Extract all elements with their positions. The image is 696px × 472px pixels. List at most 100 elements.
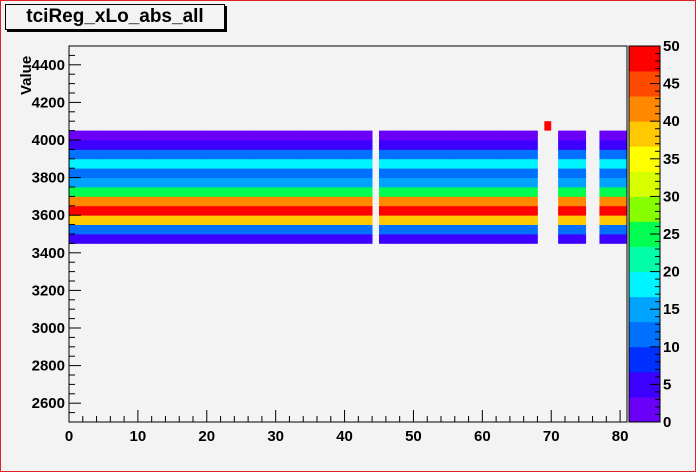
heatmap-cell <box>69 187 77 197</box>
heatmap-cell <box>110 205 118 216</box>
heatmap-cell <box>144 224 153 235</box>
x-tick-label: 50 <box>405 428 422 445</box>
heatmap-cell <box>268 177 277 188</box>
heatmap-cell <box>310 177 318 188</box>
heatmap-cell <box>172 205 180 216</box>
heatmap-cell <box>137 158 146 169</box>
heatmap-cell <box>406 130 414 141</box>
heatmap-cell <box>558 224 566 235</box>
heatmap-cell <box>413 158 421 169</box>
heatmap-cell <box>124 205 132 216</box>
heatmap-cell <box>165 177 173 188</box>
heatmap-cell <box>289 140 297 150</box>
heatmap-cell <box>179 187 187 197</box>
color-scale-band <box>629 96 660 122</box>
heatmap-cell <box>489 158 497 169</box>
heatmap-cell <box>399 130 407 141</box>
heatmap-cell <box>337 158 345 169</box>
heatmap-cell <box>489 215 497 225</box>
heatmap-cell <box>365 168 373 178</box>
heatmap-cell <box>296 140 304 150</box>
heatmap-cell <box>606 130 614 141</box>
heatmap-cell <box>268 224 277 235</box>
heatmap-cell <box>199 215 208 225</box>
heatmap-cell <box>399 168 407 178</box>
heatmap-cell <box>365 234 373 244</box>
heatmap-cell <box>193 158 201 169</box>
heatmap-cell <box>241 224 249 235</box>
heatmap-cell <box>186 177 194 188</box>
heatmap-cell <box>461 158 469 169</box>
heatmap-cell <box>427 140 435 150</box>
heatmap-cell <box>344 149 352 160</box>
heatmap-cell <box>606 205 614 216</box>
heatmap-cell <box>461 234 469 244</box>
heatmap-cell <box>255 149 263 160</box>
heatmap-cell <box>193 196 201 207</box>
heatmap-cell <box>530 196 538 207</box>
heatmap-cell <box>220 205 228 216</box>
heatmap-cell <box>441 187 449 197</box>
heatmap-cell <box>96 234 104 244</box>
heatmap-cell <box>475 196 483 207</box>
heatmap-cell <box>365 140 373 150</box>
heatmap-cell <box>220 187 228 197</box>
heatmap-cell <box>110 215 118 225</box>
y-tick-label: 3600 <box>32 207 65 224</box>
heatmap-cell <box>503 234 511 244</box>
heatmap-cell <box>227 205 235 216</box>
heatmap-cell <box>516 234 525 244</box>
y-tick-label: 4200 <box>32 94 65 111</box>
heatmap-cell <box>365 205 373 216</box>
heatmap-cell <box>379 168 387 178</box>
heatmap-cell <box>268 196 277 207</box>
heatmap-cell <box>275 196 283 207</box>
heatmap-cell <box>351 140 359 150</box>
heatmap-cell <box>620 234 628 244</box>
heatmap-cell <box>124 215 132 225</box>
heatmap-cells <box>69 121 628 244</box>
heatmap-cell <box>261 158 270 169</box>
heatmap-cell <box>379 140 387 150</box>
heatmap-cell <box>131 187 139 197</box>
heatmap-cell <box>151 140 159 150</box>
heatmap-cell <box>206 224 215 235</box>
heatmap-cell <box>496 149 504 160</box>
color-scale-band <box>629 321 660 348</box>
heatmap-cell <box>565 196 573 207</box>
heatmap-cell <box>248 177 256 188</box>
heatmap-cell <box>151 224 159 235</box>
heatmap-cell <box>330 168 339 178</box>
heatmap-cell <box>468 205 476 216</box>
heatmap-cell <box>385 187 394 197</box>
color-scale-label: 15 <box>663 301 680 318</box>
heatmap-cell <box>523 196 531 207</box>
heatmap-cell <box>351 130 359 141</box>
heatmap-cell <box>103 177 111 188</box>
heatmap-cell <box>379 224 387 235</box>
heatmap-cell <box>289 215 297 225</box>
heatmap-cell <box>509 130 518 141</box>
heatmap-cell <box>606 187 614 197</box>
heatmap-cell <box>255 140 263 150</box>
heatmap-cell <box>310 140 318 150</box>
heatmap-cell <box>165 168 173 178</box>
heatmap-cell <box>578 224 587 235</box>
heatmap-cell <box>482 196 490 207</box>
heatmap-cell <box>509 215 518 225</box>
heatmap-cell <box>509 234 518 244</box>
heatmap-cell <box>337 205 345 216</box>
heatmap-cell <box>358 196 366 207</box>
heatmap-cell <box>434 168 442 178</box>
heatmap-cell <box>117 224 125 235</box>
heatmap-cell <box>268 215 277 225</box>
heatmap-cell <box>234 187 242 197</box>
heatmap-cell <box>578 234 587 244</box>
heatmap-cell <box>234 234 242 244</box>
heatmap-cell <box>454 168 463 178</box>
heatmap-cell <box>454 140 463 150</box>
heatmap-cell <box>69 158 77 169</box>
heatmap-cell <box>199 205 208 216</box>
heatmap-cell <box>323 177 332 188</box>
heatmap-cell <box>461 205 469 216</box>
